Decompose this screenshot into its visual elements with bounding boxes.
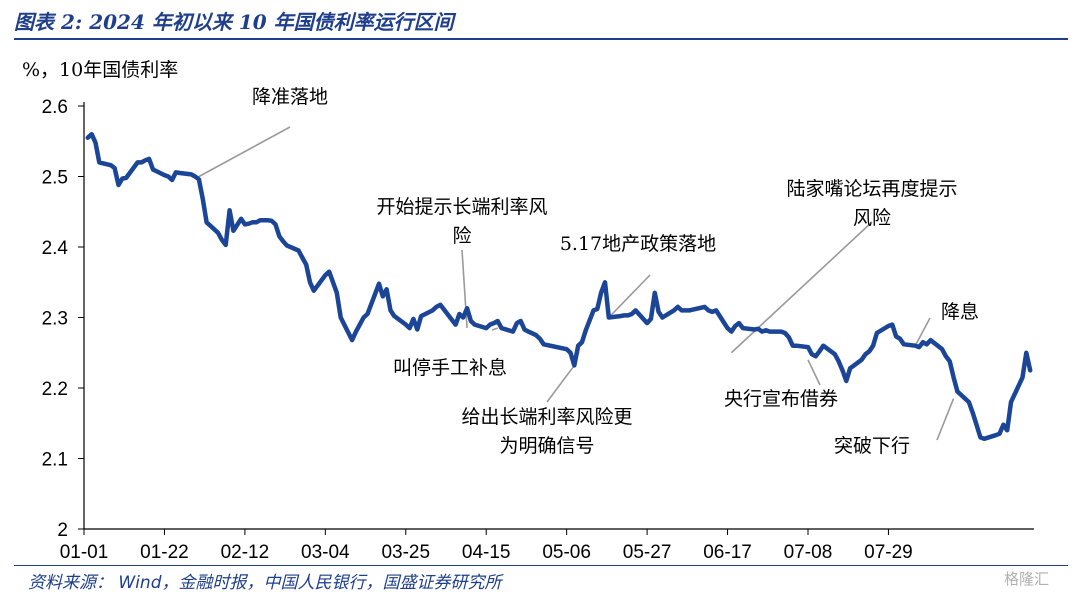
annotation-label: 给出长端利率风险更 [461,406,632,428]
annotation-label: 降准落地 [252,86,328,108]
annotation-leader [491,327,498,331]
annotation-label: 开始提示长端利率风 [376,196,547,218]
watermark: 格隆汇 [1004,570,1050,588]
footer-rule [14,565,1068,566]
title-rule [14,38,1068,40]
x-tick-label: 05-27 [623,542,672,563]
annotation-leader [730,221,873,354]
y-tick-label: 2.5 [42,168,68,189]
x-tick-label: 07-29 [864,542,913,563]
x-tick-label: 04-15 [462,542,511,563]
x-tick-label: 06-17 [703,542,752,563]
y-tick-label: 2.1 [42,450,68,471]
y-tick-label: 2.2 [42,379,68,400]
x-tick-label: 05-06 [542,542,591,563]
y-tick-label: 2.4 [42,238,69,259]
y-axis-label: %，10年国债利率 [22,59,178,81]
x-tick-label: 01-22 [140,542,189,563]
annotation-label: 险 [452,225,471,247]
x-axis: 01-01 01-22 02-12 03-04 03-25 04-15 05-06 05-27… [60,528,1034,563]
annotation-leader [546,364,575,403]
y-tick-label: 2.6 [42,97,68,118]
x-tick-label: 07-08 [784,542,833,563]
x-tick-label: 03-04 [301,542,350,563]
annotation-leader [807,359,821,386]
annotation-label: 央行宣布借券 [724,388,838,410]
y-tick-label: 2.3 [42,309,68,330]
annotation-leader [608,274,651,319]
annotation-leader [194,126,291,180]
annotation-label: 为明确信号 [499,435,594,457]
annotation-leader [936,398,955,441]
annotation-label: 陆家嘴论坛再度提示 [786,178,957,200]
y-axis: 2 2.1 2.2 2.3 2.4 2.5 2.6 [42,97,85,541]
y-tick-label: 2 [57,520,68,541]
annotation-label: 叫停手工补息 [393,357,507,379]
x-tick-label: 01-01 [60,542,109,563]
annotation-label: 降息 [941,301,979,323]
annotation-label: 风险 [853,207,891,229]
annotation-label: 5.17地产政策落地 [560,233,716,255]
annotation-leader [914,317,931,347]
annotation-label: 突破下行 [834,435,910,457]
x-tick-label: 03-25 [381,542,430,563]
source-note: 资料来源： Wind，金融时报，中国人民银行，国盛证券研究所 [28,573,502,593]
x-tick-label: 02-12 [221,542,270,563]
chart-title: 图表 2: 2024 年初以来 10 年国债利率运行区间 [14,10,454,34]
yield-series-line [85,131,1033,442]
